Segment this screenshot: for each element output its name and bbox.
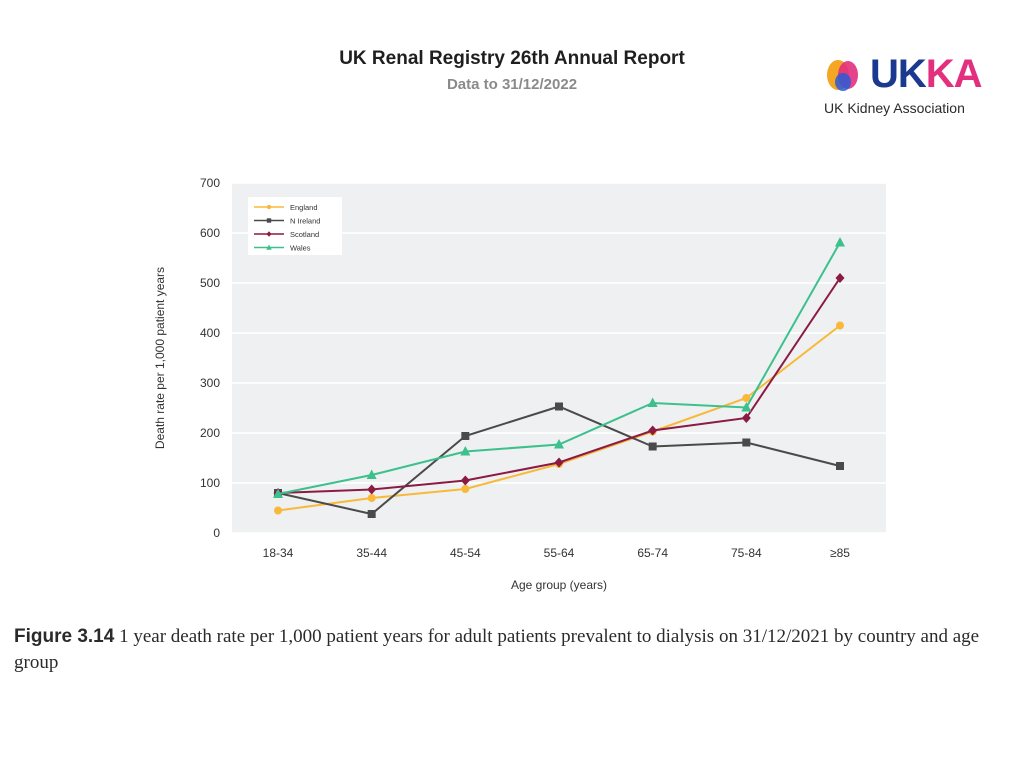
- figure-label: Figure 3.14: [14, 626, 115, 647]
- data-point: [554, 439, 564, 449]
- kidney-logo-icon: [827, 60, 858, 91]
- y-tick-label: 300: [200, 376, 220, 390]
- logo-tagline: UK Kidney Association: [824, 100, 965, 116]
- y-tick-label: 200: [200, 426, 220, 440]
- data-point: [274, 506, 282, 515]
- data-point: [836, 462, 844, 470]
- logo-wordmark: UKKA: [870, 52, 983, 96]
- data-point: [555, 402, 563, 411]
- x-axis-label: Age group (years): [511, 578, 607, 592]
- data-point: [461, 432, 470, 440]
- legend: England N Ireland Scotland Wales: [248, 197, 342, 255]
- data-point: [367, 494, 376, 502]
- death-rate-chart: 0 100 200 300 400 500 600 700 18-34 35-44 45-54 55-…: [140, 165, 900, 605]
- data-point: [835, 237, 845, 247]
- data-point: [367, 510, 376, 518]
- data-point: [273, 488, 283, 498]
- data-point: [741, 413, 751, 423]
- data-point: [648, 442, 657, 451]
- report-title: UK Renal Registry 26th Annual Report: [339, 48, 685, 69]
- y-tick-label: 400: [200, 326, 220, 340]
- x-tick-label: 65-74: [637, 546, 668, 560]
- data-point: [647, 397, 658, 407]
- series-wales: [273, 237, 845, 498]
- x-tick-label: 45-54: [450, 546, 481, 560]
- data-point: [266, 218, 272, 223]
- data-point: [460, 475, 470, 486]
- caption-text: 1 year death rate per 1,000 patient year…: [14, 626, 980, 673]
- data-point: [461, 485, 470, 493]
- legend-label: England: [290, 203, 318, 212]
- report-subtitle: Data to 31/12/2022: [446, 76, 578, 93]
- figure-caption: Figure 3.14 1 year death rate per 1,000 …: [14, 624, 1014, 676]
- y-tick-label: 0: [213, 526, 220, 540]
- series-scotland: [273, 273, 845, 498]
- data-point: [742, 394, 751, 402]
- data-point: [366, 469, 377, 479]
- data-point: [742, 438, 751, 447]
- data-point: [367, 484, 377, 495]
- y-tick-label: 100: [200, 476, 220, 490]
- y-axis-label: Death rate per 1,000 patient years: [153, 267, 167, 449]
- x-tick-label: ≥85: [830, 546, 850, 560]
- ukka-logo: UKKA UK Kidney Association: [822, 52, 997, 122]
- legend-label: Scotland: [290, 230, 319, 239]
- y-tick-label: 600: [200, 226, 220, 240]
- data-point: [554, 457, 564, 468]
- x-tick-label: 75-84: [731, 546, 762, 560]
- x-tick-label: 35-44: [356, 546, 387, 560]
- data-point: [266, 231, 272, 237]
- data-point: [460, 446, 471, 456]
- line-chart: 0 100 200 300 400 500 600 700 18-34 35-44 45-54 55-…: [153, 176, 886, 592]
- data-point: [836, 321, 844, 330]
- data-point: [741, 402, 752, 412]
- x-tick-label: 18-34: [263, 546, 294, 560]
- y-tick-label: 700: [200, 176, 220, 190]
- legend-label: Wales: [290, 244, 311, 253]
- legend-label: N Ireland: [290, 217, 320, 226]
- data-point: [648, 425, 658, 436]
- data-point: [835, 273, 845, 283]
- data-point: [266, 244, 272, 250]
- y-tick-label: 500: [200, 276, 220, 290]
- data-point: [266, 204, 272, 210]
- x-tick-label: 55-64: [544, 546, 575, 560]
